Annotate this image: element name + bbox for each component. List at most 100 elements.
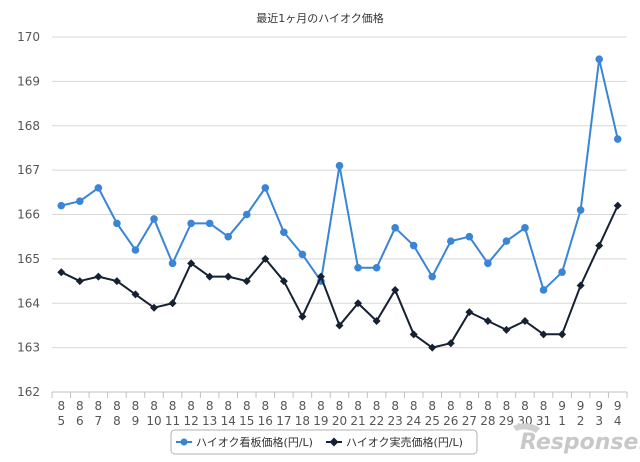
data-point[interactable]	[520, 317, 529, 325]
x-tick-month: 8	[466, 399, 474, 413]
data-point[interactable]	[613, 201, 622, 210]
data-point[interactable]	[205, 272, 214, 281]
data-point[interactable]	[150, 215, 158, 223]
data-point[interactable]	[76, 197, 84, 205]
series-actual-price[interactable]	[57, 201, 622, 352]
data-point[interactable]	[224, 232, 233, 241]
data-point[interactable]	[502, 237, 511, 245]
data-point[interactable]	[205, 219, 214, 228]
data-point[interactable]	[521, 224, 529, 232]
data-point[interactable]	[242, 210, 251, 219]
x-tick-month: 8	[150, 399, 158, 413]
x-tick-month: 8	[261, 399, 269, 413]
data-point[interactable]	[409, 241, 418, 250]
data-point[interactable]	[613, 135, 622, 143]
data-point[interactable]	[316, 272, 325, 281]
y-tick-label: 163	[17, 341, 40, 355]
data-point[interactable]	[298, 312, 307, 321]
data-point[interactable]	[372, 317, 381, 325]
x-tick-day: 24	[406, 414, 421, 428]
data-point[interactable]	[242, 277, 251, 286]
legend-item-signboard-price[interactable]: ハイオク看板価格(円/L)	[176, 435, 313, 449]
y-tick-label: 167	[17, 163, 40, 177]
data-point[interactable]	[94, 272, 103, 281]
x-tick-month: 8	[410, 399, 418, 413]
x-tick-month: 9	[558, 399, 566, 413]
x-tick-month: 8	[336, 399, 344, 413]
data-point[interactable]	[168, 299, 177, 308]
data-point[interactable]	[391, 224, 399, 232]
data-point[interactable]	[335, 321, 344, 330]
data-point[interactable]	[113, 219, 121, 228]
data-point[interactable]	[558, 330, 567, 339]
x-tick-month: 8	[243, 399, 251, 413]
data-point[interactable]	[539, 330, 548, 339]
x-tick-month: 8	[540, 399, 548, 413]
data-point[interactable]	[57, 268, 66, 277]
data-point[interactable]	[576, 281, 585, 290]
data-point[interactable]	[446, 339, 455, 348]
y-tick-label: 168	[17, 119, 40, 133]
x-tick-day: 13	[202, 414, 217, 428]
data-point[interactable]	[131, 246, 140, 254]
data-point[interactable]	[595, 55, 603, 63]
response-logo-text: Response.	[520, 430, 640, 455]
legend-actual-label: ハイオク実売価格(円/L)	[346, 435, 463, 449]
x-tick-month: 8	[503, 399, 511, 413]
data-point[interactable]	[428, 343, 437, 352]
data-point[interactable]	[168, 259, 177, 268]
data-point[interactable]	[465, 232, 474, 241]
data-point[interactable]	[354, 263, 362, 272]
data-point[interactable]	[150, 303, 159, 312]
y-tick-label: 169	[17, 74, 40, 88]
legend[interactable]: ハイオク看板価格(円/L) ハイオク実売価格(円/L)	[170, 429, 478, 455]
data-point[interactable]	[446, 237, 455, 245]
data-point[interactable]	[335, 161, 344, 170]
x-tick-day: 4	[614, 414, 622, 428]
response-logo-swoosh-icon	[513, 423, 540, 433]
x-tick-month: 8	[206, 399, 214, 413]
x-tick-day: 9	[132, 414, 140, 428]
data-point[interactable]	[465, 308, 474, 317]
chart-title: 最近1ヶ月のハイオク価格	[256, 11, 384, 25]
x-tick-month: 8	[521, 399, 529, 413]
data-point[interactable]	[576, 206, 585, 214]
data-point[interactable]	[112, 277, 121, 286]
data-point[interactable]	[558, 268, 566, 276]
data-point[interactable]	[280, 228, 288, 237]
y-tick-label: 164	[17, 296, 40, 310]
data-point[interactable]	[279, 277, 288, 286]
x-tick-month: 8	[169, 399, 177, 413]
x-tick-day: 17	[276, 414, 291, 428]
x-tick-month: 8	[391, 399, 399, 413]
data-point[interactable]	[224, 272, 233, 281]
data-point[interactable]	[372, 263, 381, 272]
series-signboard-price[interactable]	[57, 55, 622, 294]
data-point[interactable]	[187, 259, 196, 268]
data-point[interactable]	[428, 272, 437, 281]
data-point[interactable]	[409, 330, 418, 339]
data-point[interactable]	[298, 250, 307, 259]
data-point[interactable]	[484, 259, 492, 268]
data-point[interactable]	[391, 285, 400, 294]
data-point[interactable]	[75, 277, 84, 286]
data-point[interactable]	[261, 184, 270, 192]
data-point[interactable]	[354, 299, 363, 308]
legend-item-actual-price[interactable]: ハイオク実売価格(円/L)	[326, 435, 463, 449]
data-point[interactable]	[131, 290, 140, 299]
x-tick-day: 27	[462, 414, 477, 428]
data-point[interactable]	[57, 201, 66, 210]
data-point[interactable]	[502, 325, 511, 334]
data-point[interactable]	[187, 219, 195, 228]
legend-actual-marker	[329, 437, 339, 447]
x-tick-month: 8	[57, 399, 65, 413]
x-tick-month: 8	[76, 399, 84, 413]
data-point[interactable]	[539, 286, 548, 294]
x-tick-month: 9	[577, 399, 585, 413]
data-point[interactable]	[595, 241, 604, 250]
data-point[interactable]	[483, 317, 492, 325]
series-layer	[57, 55, 622, 352]
data-point[interactable]	[261, 254, 270, 263]
y-tick-label: 165	[17, 252, 40, 266]
data-point[interactable]	[94, 184, 103, 192]
